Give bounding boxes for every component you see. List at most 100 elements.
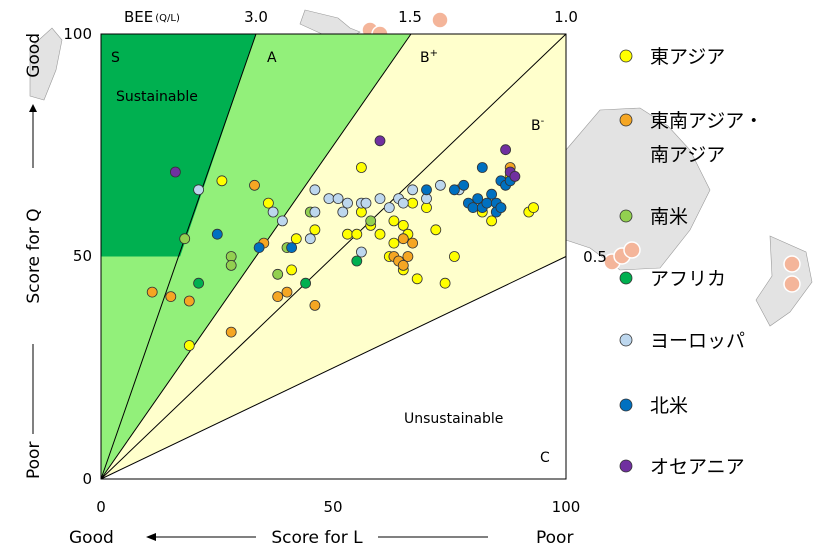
point-east-asia xyxy=(439,277,451,289)
x-axis-title: Score for L xyxy=(271,528,363,548)
bee-line-1-5 xyxy=(100,33,412,480)
point-europe xyxy=(323,193,335,205)
point-east-asia xyxy=(183,340,195,351)
point-europe xyxy=(342,197,353,209)
region-b-plus-label: B+ xyxy=(420,48,438,66)
point-se-asia xyxy=(397,233,409,245)
point-north-america xyxy=(495,202,507,214)
point-east-asia xyxy=(407,197,419,209)
point-se-asia xyxy=(146,286,158,298)
point-east-asia xyxy=(286,264,298,276)
region-c-label: C xyxy=(540,450,550,466)
point-north-america xyxy=(448,184,460,196)
point-north-america xyxy=(458,179,470,191)
map-city-marker xyxy=(431,11,449,29)
legend-label-line: 南米 xyxy=(650,206,688,228)
point-north-america xyxy=(486,188,498,200)
bee-line-0-5 xyxy=(100,256,567,480)
point-north-america xyxy=(476,162,488,173)
region-s xyxy=(101,34,256,257)
point-europe xyxy=(332,193,344,205)
y-tick-50: 50 xyxy=(73,247,92,265)
bee-regions xyxy=(100,33,567,480)
point-se-asia xyxy=(402,251,414,262)
bee-axis-label-main: BEE xyxy=(124,8,153,26)
x-tick-0: 0 xyxy=(96,498,106,516)
point-east-asia xyxy=(430,224,442,236)
x-tick-50: 50 xyxy=(323,498,342,516)
bee-line-1 xyxy=(100,33,567,480)
legend-label-line: 東南アジア・ xyxy=(650,110,763,132)
point-east-asia xyxy=(411,273,423,285)
point-europe xyxy=(304,233,316,245)
legend-label-line: ヨーロッパ xyxy=(650,330,745,352)
point-east-asia xyxy=(388,215,400,227)
point-south-america xyxy=(365,215,377,227)
legend-marker-africa xyxy=(619,271,633,285)
legend-marker-east-asia xyxy=(619,49,633,63)
point-europe xyxy=(309,206,321,218)
map-land-madagascar xyxy=(29,27,63,101)
legend-label-line: アフリカ xyxy=(650,268,726,290)
point-east-asia xyxy=(528,202,539,214)
point-east-asia xyxy=(309,224,321,236)
point-east-asia xyxy=(388,237,400,249)
point-north-america xyxy=(481,197,493,209)
point-north-america xyxy=(211,228,223,240)
legend-label-oceania: オセアニア xyxy=(650,456,745,478)
point-oceania xyxy=(509,170,521,182)
point-north-america xyxy=(421,184,432,196)
map-city-marker xyxy=(783,275,801,293)
point-europe xyxy=(360,197,372,209)
point-europe xyxy=(355,246,367,258)
point-africa xyxy=(300,277,312,289)
x-tick-100: 100 xyxy=(552,498,581,516)
background-map xyxy=(29,9,813,327)
point-se-asia xyxy=(225,326,237,338)
point-se-asia xyxy=(249,179,260,191)
legend-marker-europe xyxy=(619,333,633,347)
point-east-asia xyxy=(262,197,274,209)
point-south-america xyxy=(272,268,284,280)
region-unsustainable-label: Unsustainable xyxy=(404,411,503,427)
point-oceania xyxy=(169,166,181,178)
point-africa xyxy=(193,277,205,289)
point-south-america xyxy=(179,233,191,245)
y-axis-good: Good xyxy=(24,33,44,78)
point-south-america xyxy=(225,259,237,271)
point-east-asia xyxy=(355,162,367,173)
region-b-plus-base: B xyxy=(420,50,430,66)
point-europe xyxy=(276,215,288,227)
legend-label-line: 東アジア xyxy=(650,46,725,68)
bee-axis-label: BEE (Q/L) xyxy=(124,8,180,26)
point-east-asia xyxy=(290,233,302,245)
region-b-plus-sup: + xyxy=(430,48,438,59)
y-axis-title: Score for Q xyxy=(24,208,44,303)
map-city-marker xyxy=(623,241,641,259)
point-se-asia xyxy=(183,295,195,307)
legend-label-line: 南アジア xyxy=(650,144,725,166)
point-europe xyxy=(309,184,321,196)
legend-label-europe: ヨーロッパ xyxy=(650,330,745,352)
point-se-asia xyxy=(272,291,284,303)
legend-label-east-asia: 東アジア xyxy=(650,46,725,68)
point-europe xyxy=(193,184,205,196)
legend-label-line: オセアニア xyxy=(650,456,745,478)
point-east-asia xyxy=(448,251,460,262)
legend-marker-se-asia xyxy=(619,113,633,127)
legend-marker-north-america xyxy=(619,398,633,412)
point-europe xyxy=(374,193,386,205)
data-points xyxy=(146,135,539,351)
legend-label-north-america: 北米 xyxy=(650,395,688,417)
x-axis-poor: Poor xyxy=(536,528,573,548)
point-east-asia xyxy=(397,219,409,231)
point-se-asia xyxy=(281,286,293,298)
point-europe xyxy=(407,184,419,196)
legend-label-south-america: 南米 xyxy=(650,206,688,228)
legend-marker-south-america xyxy=(619,209,633,223)
point-se-asia xyxy=(407,237,419,249)
point-oceania xyxy=(374,135,386,147)
legend-label-se-asia: 東南アジア・南アジア xyxy=(650,110,763,166)
